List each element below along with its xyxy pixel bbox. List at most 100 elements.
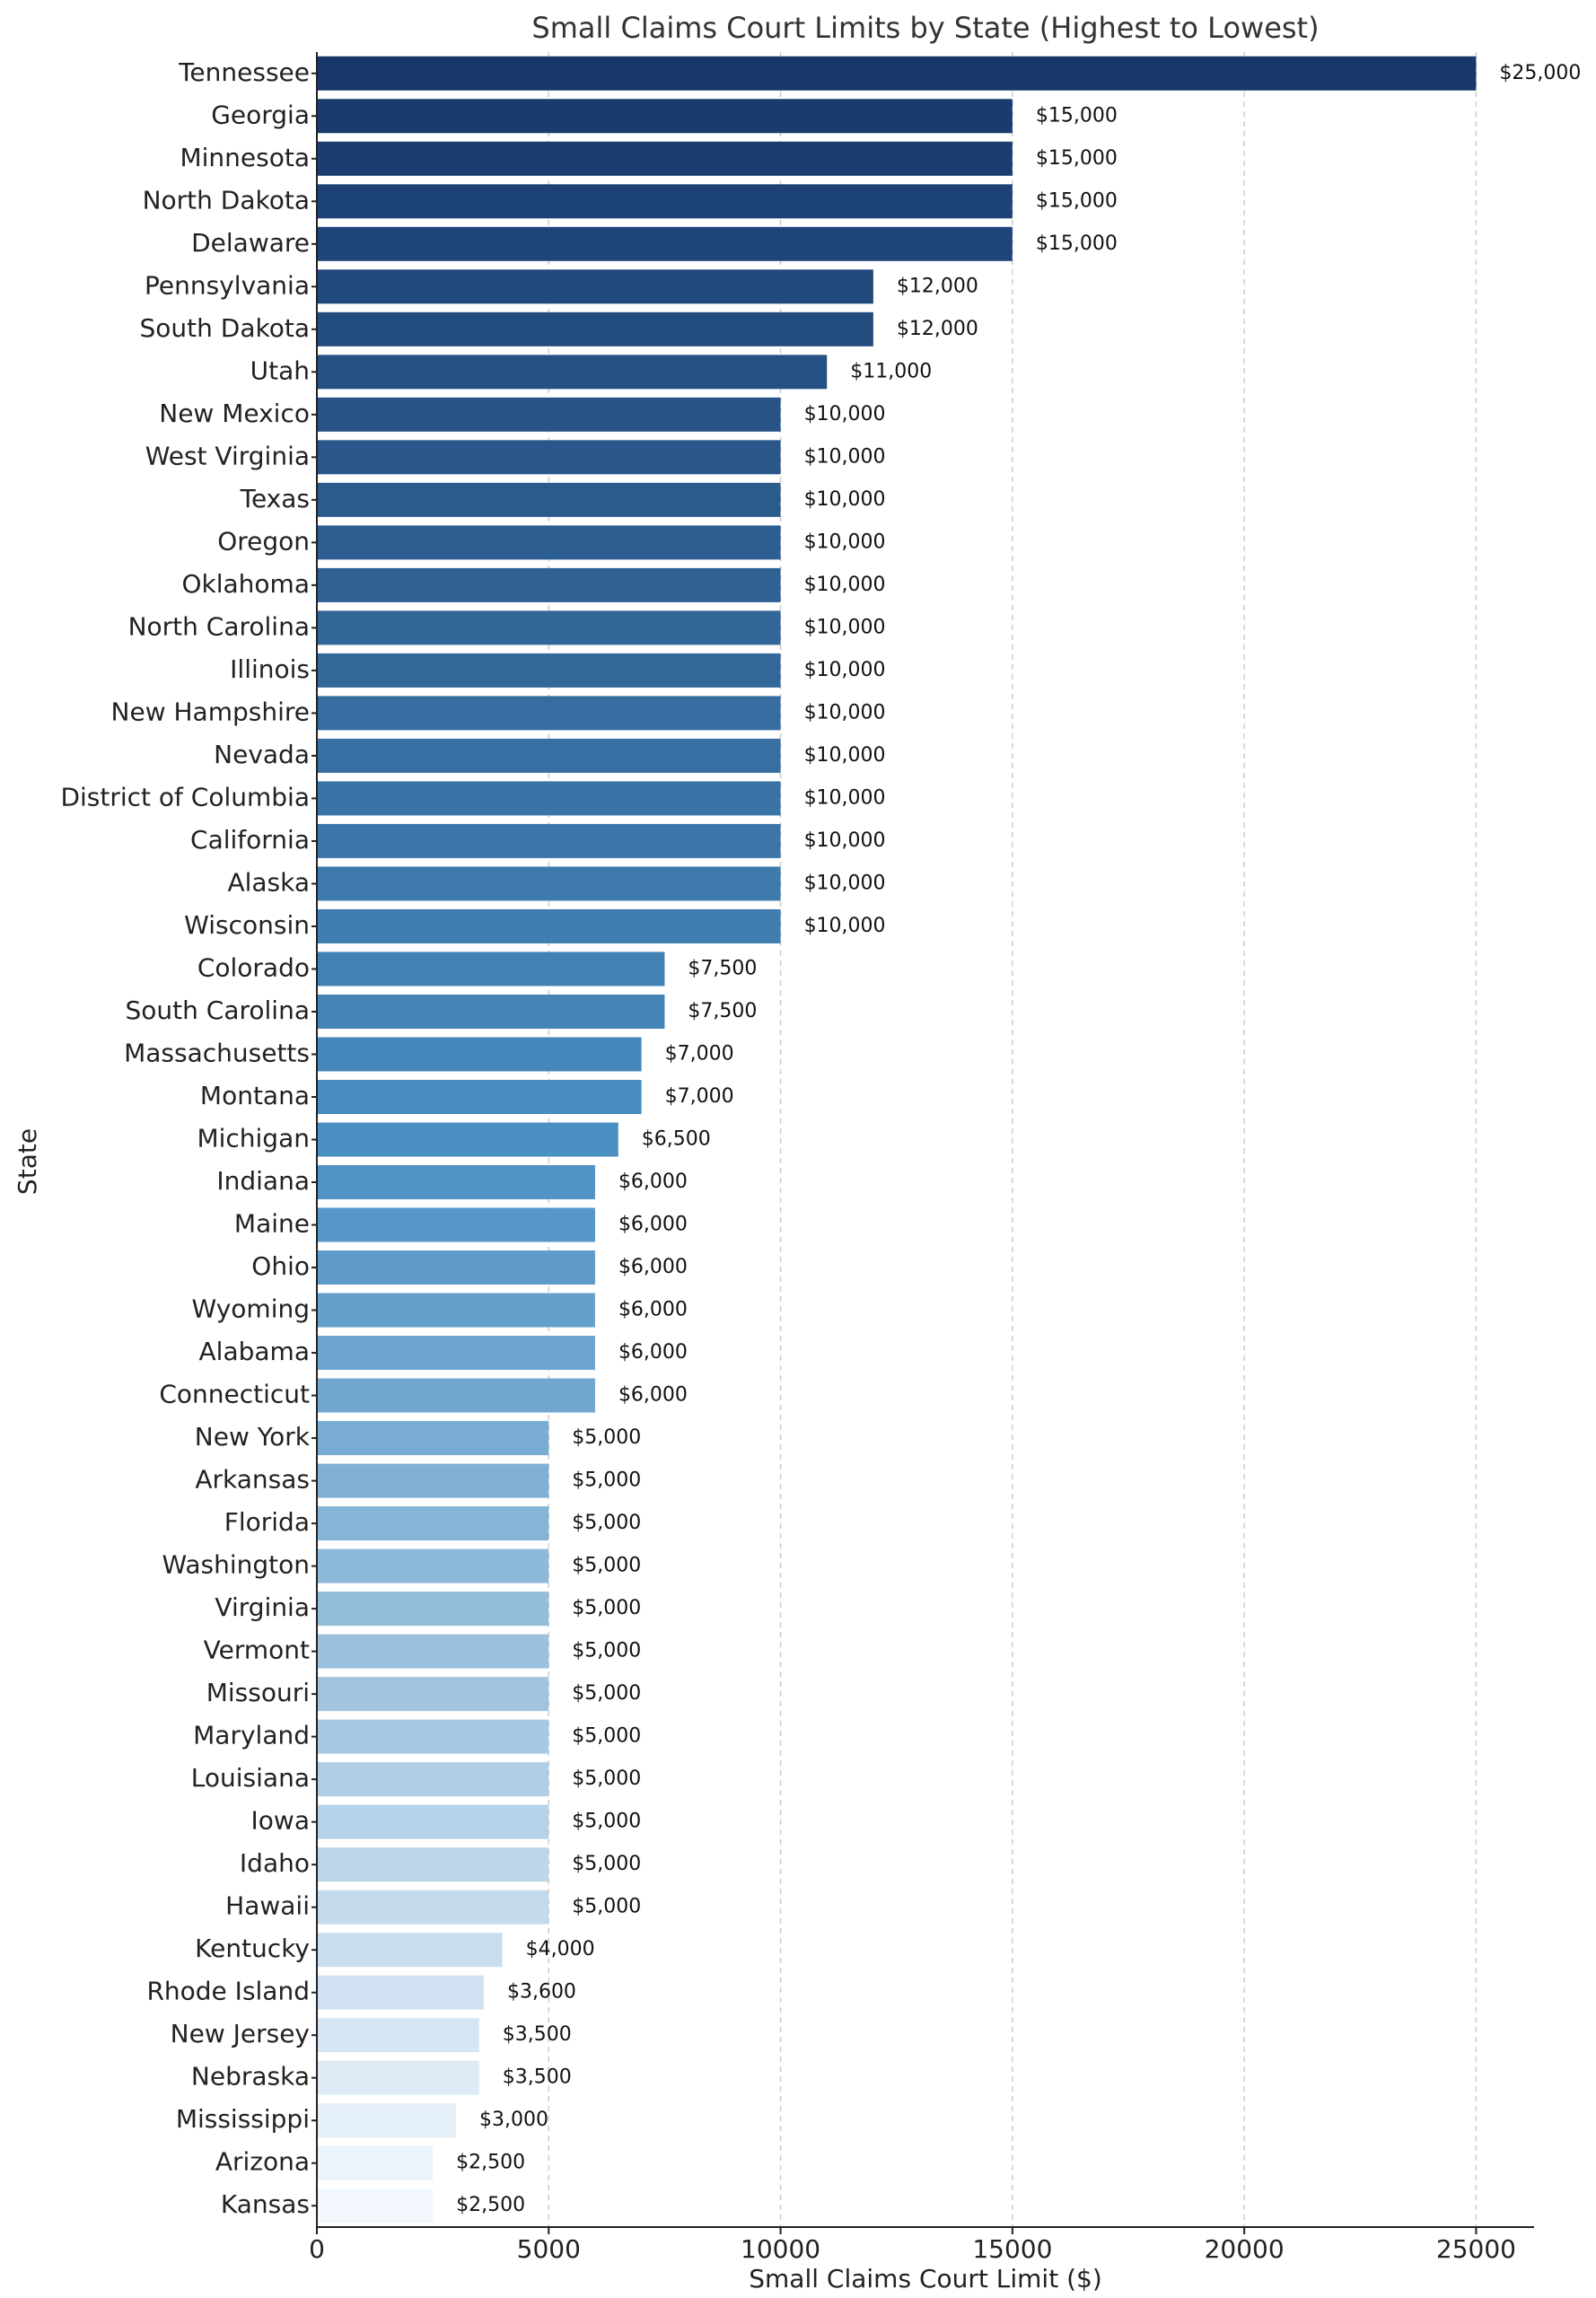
bar [317,99,1013,134]
bar [317,1804,549,1839]
bar [317,1079,642,1114]
bar [317,1677,549,1712]
value-label: $5,000 [572,1853,641,1875]
value-label: $4,000 [526,1938,595,1960]
y-tick-label: Rhode Island [146,1977,310,2006]
y-tick-label: Montana [200,1081,310,1110]
y-tick-label: Indiana [216,1166,310,1196]
value-label: $15,000 [1036,104,1118,127]
y-tick-label: Idaho [240,1848,310,1878]
bar [317,866,781,901]
y-tick-label: Ohio [251,1251,310,1281]
y-tick-label: California [190,825,310,855]
value-label: $12,000 [897,318,978,340]
value-label: $10,000 [804,915,886,937]
bar [317,1890,549,1925]
y-tick-label: South Dakota [140,313,310,343]
x-tick-label: 25000 [1436,2234,1516,2264]
bar [317,952,665,987]
bar [317,397,781,432]
y-tick-label: New York [195,1422,311,1452]
y-axis-label: State [13,1128,42,1195]
bar [317,1336,595,1371]
y-tick-label: South Carolina [126,996,310,1025]
x-tick-label: 0 [309,2234,325,2264]
value-label: $15,000 [1036,189,1118,212]
y-tick-label: New Mexico [159,399,310,428]
bar [317,1122,618,1157]
y-tick-label: Alaska [227,867,310,897]
bar [317,141,1013,176]
bar [317,1421,549,1456]
value-label: $10,000 [804,403,886,425]
bar [317,56,1477,91]
y-tick-label: North Carolina [128,611,310,641]
bars [317,56,1477,2223]
bar [317,1548,549,1583]
y-tick-label: Delaware [191,228,310,258]
value-label: $5,000 [572,1426,641,1449]
value-label: $3,500 [503,2066,572,2089]
y-tick-label: Arizona [215,2147,310,2177]
value-label: $10,000 [804,872,886,894]
x-tick-label: 15000 [972,2234,1052,2264]
bar [317,311,873,346]
value-label: $2,500 [456,2152,525,2174]
value-label: $5,000 [572,1682,641,1705]
bar [317,482,781,517]
value-label: $12,000 [897,275,978,297]
y-tick-label: Wisconsin [184,910,310,940]
value-label: $10,000 [804,531,886,553]
value-label: $6,500 [642,1128,711,1151]
y-tick-label: Colorado [197,952,310,982]
value-label: $10,000 [804,786,886,809]
bar [317,610,781,645]
bar [317,1634,549,1669]
bar [317,1165,595,1200]
y-tick-label: Kentucky [195,1934,310,1963]
value-label: $15,000 [1036,232,1118,255]
y-tick-label: Texas [240,484,310,513]
value-label: $6,000 [618,1341,688,1364]
value-label: $5,000 [572,1555,641,1577]
bar [317,994,665,1029]
value-label: $10,000 [804,616,886,638]
bar [317,1719,549,1754]
y-tick-label: Pennsylvania [145,270,310,300]
value-label: $10,000 [804,829,886,852]
bar [317,2060,479,2095]
y-tick-label: Arkansas [195,1465,310,1495]
value-label: $5,000 [572,1725,641,1748]
y-tick-label: Maine [234,1209,310,1239]
y-tick-label: Mississippi [176,2104,310,2134]
bar [317,1037,642,1072]
y-tick-label: Hawaii [225,1891,310,1921]
bar [317,1762,549,1797]
y-tick-label: Tennessee [178,57,310,87]
y-tick-label: Iowa [251,1806,310,1836]
y-tick-label: West Virginia [145,441,310,470]
value-label: $10,000 [804,488,886,511]
value-label: $15,000 [1036,147,1118,170]
x-tick-label: 20000 [1205,2234,1285,2264]
y-tick-label: Wyoming [192,1294,310,1324]
value-label: $5,000 [572,1640,641,1662]
y-tick-label: Massachusetts [124,1038,310,1067]
bar [317,2188,434,2223]
value-label: $7,000 [665,1042,734,1065]
y-tick-label: Florida [224,1507,310,1537]
x-tick-label: 5000 [517,2234,581,2264]
y-tick-label: Louisiana [191,1763,310,1793]
value-label: $10,000 [804,445,886,468]
y-tick-label: New Jersey [171,2019,310,2048]
y-tick-label: Maryland [193,1721,310,1750]
bar [317,355,828,390]
bar [317,1933,503,1968]
y-tick-label: Nebraska [191,2062,310,2092]
bar [317,1378,595,1413]
y-tick-label: Michigan [197,1124,310,1153]
bar [317,1293,595,1328]
bar [317,1592,549,1627]
bar [317,1207,595,1242]
bar [317,269,873,304]
